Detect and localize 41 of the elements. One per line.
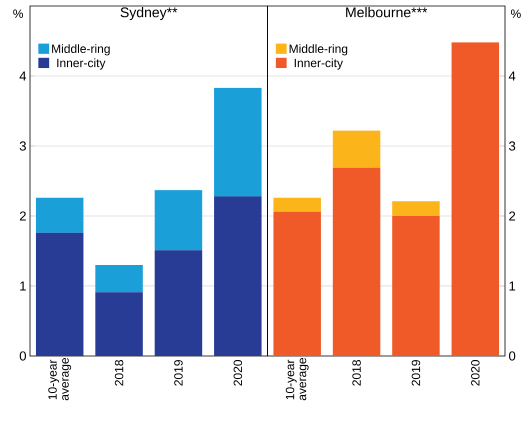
legend-label: Inner-city [57, 58, 106, 70]
bar [154, 190, 202, 250]
y-tick-label: 2 [20, 211, 26, 221]
y-tick-label: 1 [510, 282, 516, 290]
y-tick-label: 3 [509, 141, 516, 151]
bar [95, 292, 143, 356]
chart-title: Sydney** [120, 7, 178, 20]
bar [273, 212, 321, 356]
bar [36, 232, 84, 356]
legend-label: Middle-ring [52, 44, 110, 56]
bar [95, 264, 143, 292]
y-tick-label: 4 [508, 72, 516, 80]
bar [214, 196, 262, 356]
y-tick-label: 0 [509, 351, 516, 361]
bar [154, 250, 202, 356]
x-tick-label: 2020 [471, 360, 480, 386]
x-tick-label: 2018 [114, 360, 124, 386]
bar [273, 198, 321, 212]
y-axis-title: % [510, 10, 521, 18]
legend-label: Inner-city [294, 58, 343, 70]
x-tick-label: 10-year average [286, 358, 309, 400]
y-tick-label: 0 [20, 351, 26, 361]
x-tick-label: 2019 [174, 360, 183, 386]
x-tick-label: 10-year average [48, 358, 72, 400]
bar [392, 201, 440, 216]
x-tick-label: 2019 [412, 360, 420, 386]
chart-title: Melbourne*** [346, 7, 428, 18]
bar [452, 42, 500, 356]
bar [332, 168, 380, 356]
y-tick-label: 2 [509, 211, 516, 221]
y-tick-label: 4 [20, 72, 26, 80]
x-tick-label: 2018 [352, 360, 361, 386]
bar [214, 88, 262, 196]
y-tick-label: 1 [20, 282, 26, 290]
bar [36, 198, 84, 233]
legend-label: Middle-ring [290, 44, 348, 56]
y-axis-title: % [13, 10, 24, 18]
x-tick-label: 2020 [234, 360, 242, 386]
y-tick-label: 3 [20, 141, 26, 151]
bar [392, 216, 440, 356]
bar [332, 130, 380, 168]
